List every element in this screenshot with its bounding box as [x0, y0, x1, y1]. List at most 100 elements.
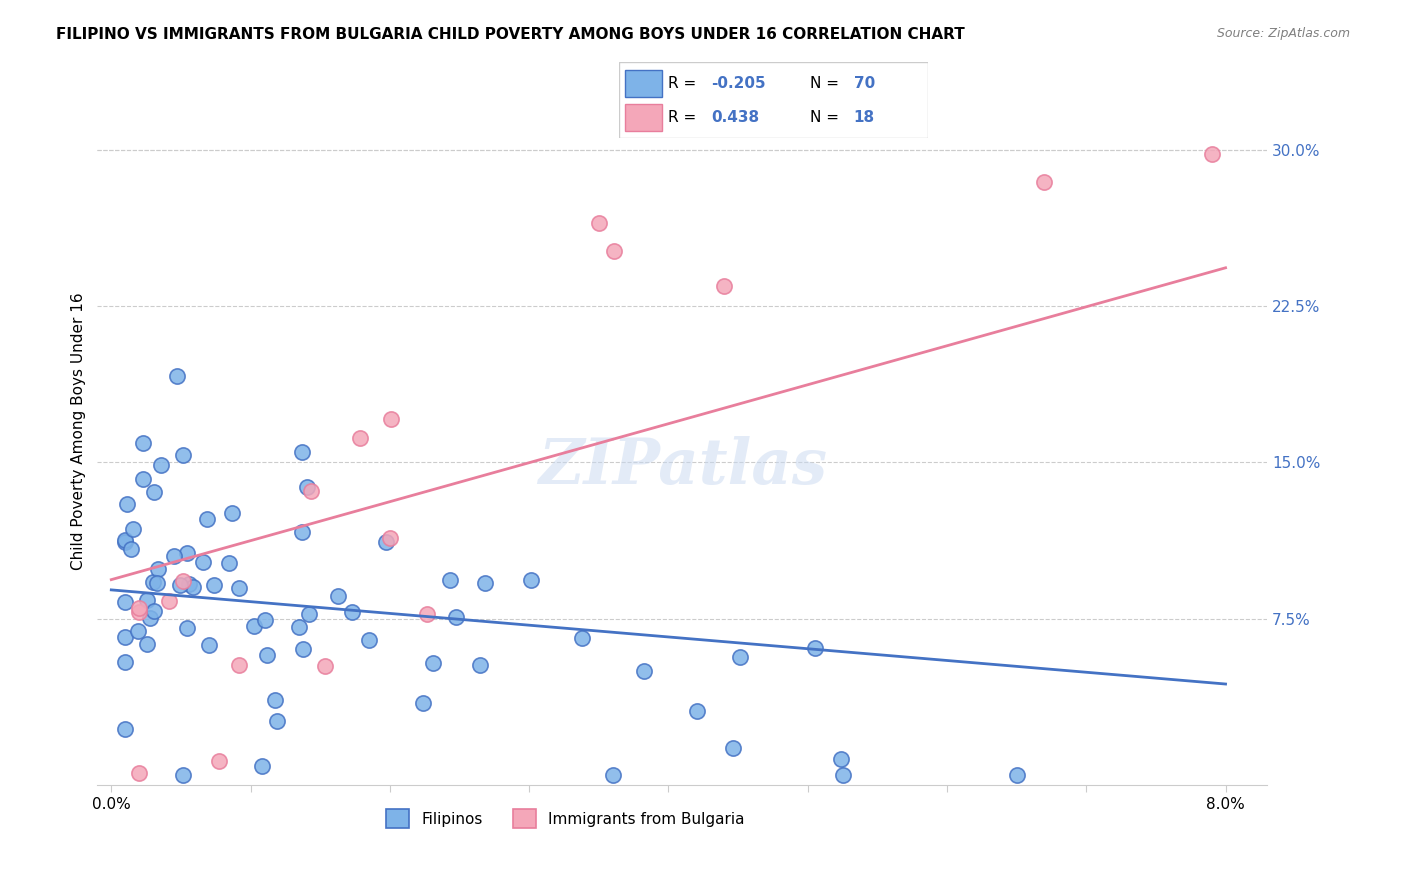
Point — [415, 607, 437, 621]
Point — [198, 638, 221, 652]
Point — [132, 471, 155, 485]
Point — [121, 522, 143, 536]
Point — [1033, 174, 1056, 188]
Point — [375, 535, 398, 549]
Legend: Filipinos, Immigrants from Bulgaria: Filipinos, Immigrants from Bulgaria — [380, 803, 751, 834]
Point — [263, 693, 285, 707]
Point — [117, 497, 139, 511]
Point — [1201, 147, 1223, 161]
Point — [114, 533, 136, 547]
Point — [602, 767, 624, 781]
Bar — [624, 104, 662, 130]
Point — [256, 648, 278, 662]
Point — [288, 620, 311, 634]
Point — [127, 624, 149, 639]
Point — [378, 531, 401, 545]
Point — [253, 614, 276, 628]
Point — [208, 754, 231, 768]
Point — [176, 546, 198, 560]
Point — [218, 556, 240, 570]
Text: Source: ZipAtlas.com: Source: ZipAtlas.com — [1216, 27, 1350, 40]
Point — [114, 723, 136, 737]
Point — [439, 573, 461, 587]
Point — [114, 655, 136, 669]
Text: ZIPatlas: ZIPatlas — [537, 436, 827, 498]
Point — [602, 244, 624, 258]
Point — [131, 436, 153, 450]
Point — [422, 657, 444, 671]
Point — [150, 458, 173, 472]
Point — [633, 665, 655, 679]
Point — [291, 524, 314, 539]
Point — [169, 578, 191, 592]
Point — [172, 767, 194, 781]
Point — [228, 657, 250, 672]
Text: -0.205: -0.205 — [711, 76, 766, 91]
Point — [221, 506, 243, 520]
Point — [686, 704, 709, 718]
Point — [176, 621, 198, 635]
Point — [195, 512, 218, 526]
Point — [135, 593, 157, 607]
Point — [163, 549, 186, 563]
Point — [166, 369, 188, 384]
Text: R =: R = — [668, 111, 706, 125]
Point — [146, 562, 169, 576]
Point — [520, 573, 543, 587]
Point — [157, 593, 180, 607]
Point — [830, 752, 852, 766]
Point — [474, 575, 496, 590]
Point — [299, 483, 322, 498]
Point — [446, 609, 468, 624]
Bar — [624, 70, 662, 96]
Point — [172, 574, 194, 589]
Point — [114, 595, 136, 609]
Point — [142, 574, 165, 589]
Point — [120, 542, 142, 557]
Point — [314, 659, 336, 673]
Point — [412, 696, 434, 710]
Point — [1005, 767, 1028, 781]
Point — [295, 480, 318, 494]
Point — [468, 658, 491, 673]
Y-axis label: Child Poverty Among Boys Under 16: Child Poverty Among Boys Under 16 — [72, 293, 86, 570]
Text: N =: N = — [810, 111, 844, 125]
Point — [135, 637, 157, 651]
Point — [179, 576, 201, 591]
Point — [266, 714, 288, 729]
Point — [128, 601, 150, 615]
Point — [713, 278, 735, 293]
Point — [228, 581, 250, 595]
Point — [721, 740, 744, 755]
Point — [172, 448, 194, 462]
Point — [128, 765, 150, 780]
Point — [298, 607, 321, 621]
FancyBboxPatch shape — [619, 62, 928, 138]
Text: 18: 18 — [853, 111, 875, 125]
Point — [250, 759, 273, 773]
Point — [588, 216, 610, 230]
Point — [728, 649, 751, 664]
Point — [340, 606, 363, 620]
Point — [380, 412, 402, 426]
Point — [193, 555, 215, 569]
Text: 70: 70 — [853, 76, 875, 91]
Text: 0.438: 0.438 — [711, 111, 759, 125]
Point — [349, 431, 371, 445]
Point — [183, 580, 205, 594]
Point — [291, 445, 314, 459]
Point — [139, 611, 162, 625]
Text: R =: R = — [668, 76, 702, 91]
Point — [243, 619, 266, 633]
Point — [142, 485, 165, 500]
Point — [832, 767, 855, 781]
Point — [146, 576, 169, 591]
Point — [328, 589, 350, 603]
Point — [143, 604, 166, 618]
Point — [202, 577, 225, 591]
Point — [128, 605, 150, 619]
Point — [804, 641, 827, 656]
Point — [114, 535, 136, 549]
Point — [571, 632, 593, 646]
Text: N =: N = — [810, 76, 844, 91]
